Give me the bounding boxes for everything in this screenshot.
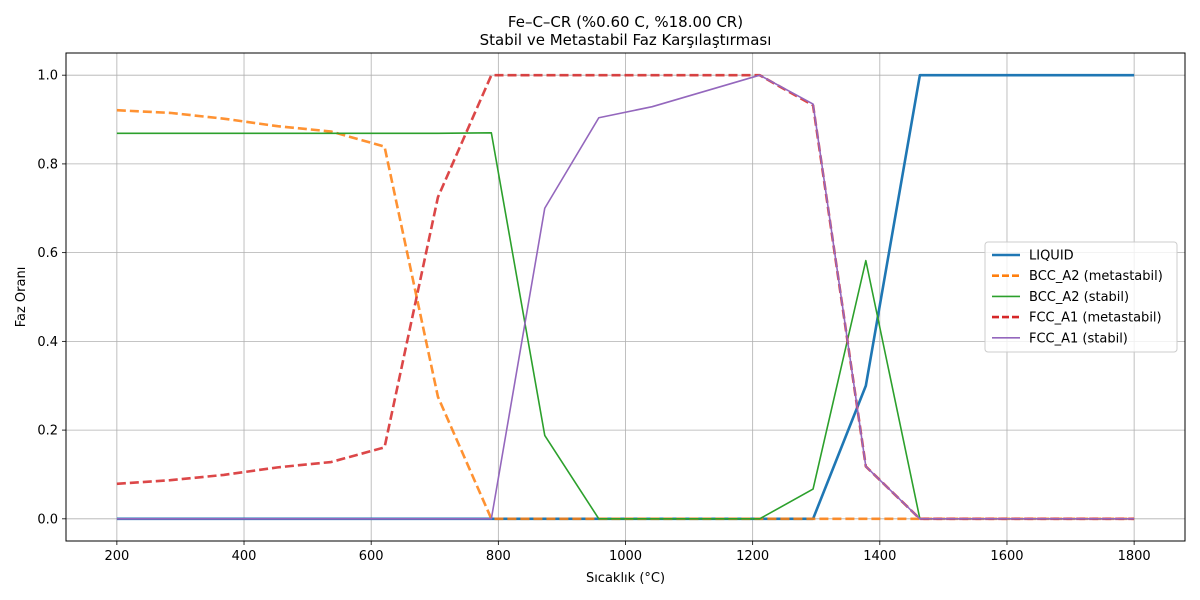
- y-tick-label: 0.2: [37, 424, 58, 439]
- y-tick-label: 1.0: [37, 69, 58, 84]
- y-tick-label: 0.4: [37, 335, 58, 350]
- x-tick-label: 600: [359, 549, 384, 564]
- chart-title-line1: Fe–C–CR (%0.60 C, %18.00 CR): [508, 13, 743, 31]
- tick-layer: 200 400 600 800 1000 1200 1400 1600 1800 0.0 0.2 0.…: [37, 69, 1150, 564]
- legend-label-4: FCC_A1 (metastabil): [1029, 311, 1162, 326]
- x-tick-label: 200: [104, 549, 129, 564]
- x-tick-label: 1000: [609, 549, 642, 564]
- x-tick-label: 1200: [736, 549, 769, 564]
- legend-label-2: BCC_A2 (metastabil): [1029, 269, 1163, 284]
- y-axis-label: Faz Oranı: [14, 267, 29, 328]
- series-line-5: [116, 74, 1135, 520]
- chart-title-line2: Stabil ve Metastabil Faz Karşılaştırması: [480, 31, 772, 49]
- x-tick-label: 1400: [863, 549, 896, 564]
- legend-label-3: BCC_A2 (stabil): [1029, 290, 1129, 305]
- x-tick-label: 400: [232, 549, 257, 564]
- x-axis-label: Sıcaklık (°C): [586, 571, 665, 586]
- y-tick-label: 0.8: [37, 157, 58, 172]
- y-tick-label: 0.6: [37, 246, 58, 261]
- x-tick-label: 800: [486, 549, 511, 564]
- x-tick-label: 1600: [990, 549, 1023, 564]
- x-tick-label: 1800: [1118, 549, 1151, 564]
- legend-label-5: FCC_A1 (stabil): [1029, 331, 1128, 346]
- y-tick-label: 0.0: [37, 512, 58, 527]
- legend-label-1: LIQUID: [1029, 249, 1074, 264]
- legend: LIQUID BCC_A2 (metastabil) BCC_A2 (stabil)…: [984, 241, 1178, 353]
- series-line-3: [116, 132, 1135, 520]
- legend-box: [984, 241, 1178, 353]
- series-line-2: [116, 108, 1135, 521]
- series-layer: [116, 73, 1135, 521]
